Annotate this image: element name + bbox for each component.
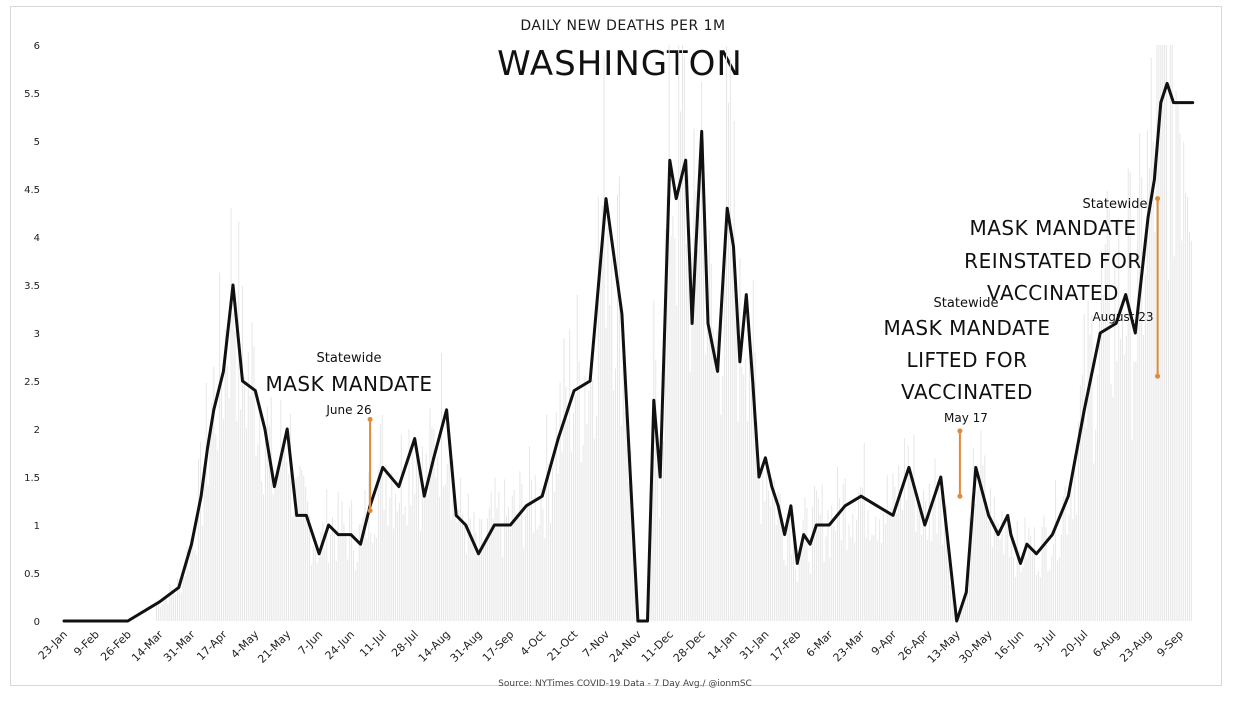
x-tick-label: 31-Aug (448, 628, 485, 665)
x-tick-label: 11-Dec (639, 628, 676, 665)
x-tick-label: 26-Feb (98, 628, 134, 664)
annotation-label-line: MASK MANDATE (265, 372, 432, 396)
y-tick-label: 4 (34, 233, 40, 244)
x-tick-label: 28-Dec (671, 628, 708, 665)
x-tick-label: 31-Jan (737, 628, 771, 662)
annotation-marker-dot (1155, 196, 1161, 202)
annotation-2: Statewide MASK MANDATE LIFTED FOR VACCINATE… (883, 296, 1050, 499)
x-tick-label: 23-Mar (831, 628, 868, 665)
annotation-date: June 26 (325, 403, 371, 417)
x-tick-label: 9-Sep (1154, 628, 1186, 660)
x-tick-label: 20-Jul (1059, 628, 1091, 660)
annotation-marker-dot (957, 428, 963, 434)
x-tick-label: 3-Jul (1032, 628, 1059, 655)
x-tick-label: 24-Nov (607, 628, 644, 665)
annotation-marker-dot (957, 493, 963, 499)
y-tick-label: 2 (34, 425, 40, 436)
x-tick-label: 17-Sep (480, 628, 517, 665)
y-tick-label: 6 (34, 41, 40, 52)
x-tick-label: 17-Feb (768, 628, 804, 664)
y-tick-label: 0.5 (24, 569, 40, 580)
y-tick-label: 3.5 (24, 281, 40, 292)
chart-title: WASHINGTON (497, 44, 743, 84)
x-tick-label: 14-Jan (705, 628, 739, 662)
annotation-label-top: Statewide (934, 296, 999, 311)
y-tick-label: 5 (34, 137, 40, 148)
annotation-label-line: MASK MANDATE (883, 316, 1050, 340)
annotation-date: August 23 (1092, 310, 1153, 324)
y-tick-label: 1 (34, 521, 40, 532)
x-tick-label: 21-Oct (545, 627, 581, 663)
x-tick-label: 23-Jan (36, 628, 70, 662)
series-line (62, 81, 1195, 623)
annotations: Statewide MASK MANDATE June 26 Statewide MAS… (265, 196, 1161, 514)
annotation-label-line: VACCINATED (901, 380, 1033, 404)
x-tick-label: 14-Aug (416, 628, 453, 665)
y-tick-label: 4.5 (24, 185, 40, 196)
x-axis: 23-Jan 9-Feb26-Feb14-Mar31-Mar17-Apr4-May… (36, 627, 1186, 665)
x-tick-label: 14-Mar (129, 628, 166, 665)
annotation-label-line: MASK MANDATE (969, 216, 1136, 240)
x-tick-label: 21-May (255, 628, 293, 666)
x-tick-label: 23-Aug (1117, 628, 1154, 665)
chart-subtitle: DAILY NEW DEATHS PER 1M (520, 18, 725, 34)
annotation-1: Statewide MASK MANDATE June 26 (265, 351, 432, 514)
x-tick-label: 17-Apr (194, 628, 230, 664)
annotation-marker-dot (367, 416, 373, 422)
x-tick-label: 11-Jul (357, 628, 389, 660)
annotation-label-top: Statewide (1083, 197, 1148, 212)
annotation-label-line: LIFTED FOR (907, 348, 1028, 372)
series-group (62, 81, 1195, 623)
x-tick-label: 31-Mar (161, 628, 198, 665)
chart-frame (10, 6, 1222, 686)
source-note: Source: NYTimes COVID-19 Data - 7 Day Av… (498, 679, 752, 689)
annotation-marker-dot (1155, 373, 1161, 379)
annotation-3: Statewide MASK MANDATE REINSTATED FOR VACCI… (964, 196, 1161, 379)
y-tick-label: 5.5 (24, 89, 40, 100)
annotation-label-line: REINSTATED FOR (964, 249, 1142, 273)
x-tick-label: 24-Jun (323, 628, 358, 663)
x-tick-label: 13-May (925, 628, 963, 666)
annotation-date: May 17 (944, 411, 988, 425)
x-tick-label: 30-May (957, 628, 995, 666)
annotation-marker-dot (367, 508, 373, 514)
y-tick-label: 1.5 (24, 473, 40, 484)
annotation-label-line: VACCINATED (987, 281, 1119, 305)
x-tick-label: 16-Jun (992, 628, 1027, 663)
y-axis: 0 0.5 1 1.5 2 2.5 3 3.5 4 4.5 5 5.5 6 (24, 41, 40, 628)
y-tick-label: 2.5 (24, 377, 40, 388)
y-tick-label: 3 (34, 329, 40, 340)
annotation-label-top: Statewide (317, 351, 382, 366)
y-tick-label: 0 (34, 617, 40, 628)
x-tick-label: 7-Jun (296, 628, 326, 658)
